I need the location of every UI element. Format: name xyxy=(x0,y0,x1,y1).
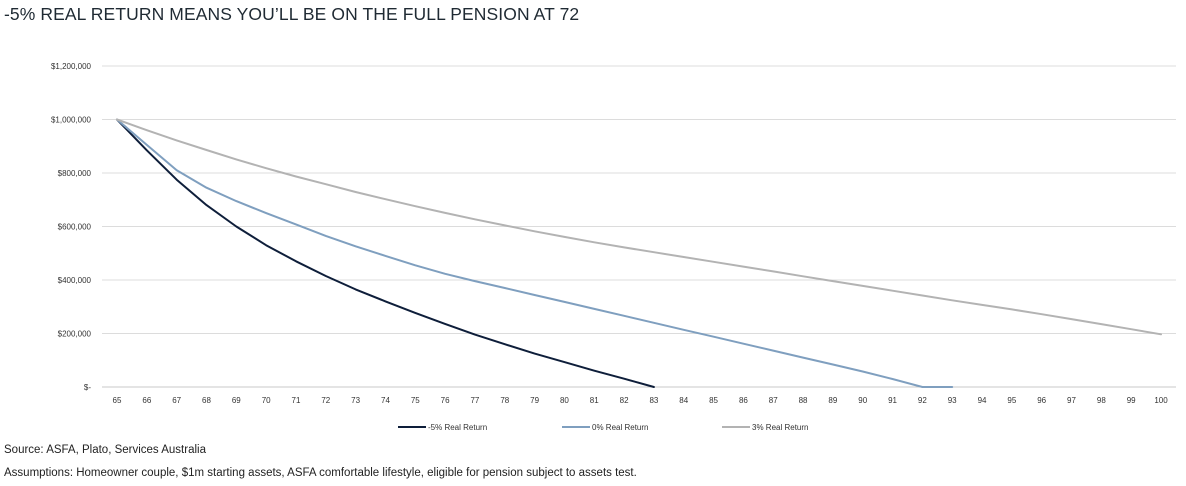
x-tick-label: 89 xyxy=(828,396,837,405)
x-tick-label: 87 xyxy=(769,396,778,405)
x-tick-label: 90 xyxy=(858,396,867,405)
x-tick-label: 72 xyxy=(321,396,330,405)
x-tick-label: 76 xyxy=(441,396,450,405)
x-tick-label: 70 xyxy=(262,396,271,405)
x-tick-label: 67 xyxy=(172,396,181,405)
x-tick-label: 65 xyxy=(113,396,122,405)
x-tick-label: 80 xyxy=(560,396,569,405)
assumptions-note: Assumptions: Homeowner couple, $1m start… xyxy=(4,467,637,479)
y-tick-label: $1,000,000 xyxy=(51,116,92,125)
x-tick-label: 83 xyxy=(649,396,658,405)
x-tick-label: 96 xyxy=(1037,396,1046,405)
y-tick-label: $600,000 xyxy=(58,223,92,232)
x-tick-label: 71 xyxy=(292,396,301,405)
source-note: Source: ASFA, Plato, Services Australia xyxy=(4,444,206,456)
x-tick-label: 100 xyxy=(1154,396,1168,405)
series-line xyxy=(116,118,655,388)
x-tick-label: 69 xyxy=(232,396,241,405)
x-tick-label: 77 xyxy=(470,396,479,405)
x-tick-label: 82 xyxy=(620,396,629,405)
legend-label: -5% Real Return xyxy=(428,423,487,432)
x-tick-label: 84 xyxy=(679,396,688,405)
x-tick-label: 66 xyxy=(142,396,151,405)
y-tick-label: $200,000 xyxy=(58,330,92,339)
x-tick-label: 68 xyxy=(202,396,211,405)
x-tick-label: 95 xyxy=(1007,396,1016,405)
x-tick-label: 74 xyxy=(381,396,390,405)
y-tick-label: $- xyxy=(84,383,91,392)
series-line xyxy=(116,118,954,388)
x-tick-label: 92 xyxy=(918,396,927,405)
legend: -5% Real Return 0% Real Return 3% Real Ret… xyxy=(398,423,808,432)
gridlines xyxy=(102,65,1176,388)
x-tick-label: 98 xyxy=(1097,396,1106,405)
x-tick-label: 91 xyxy=(888,396,897,405)
y-tick-label: $800,000 xyxy=(58,169,92,178)
x-axis-ticks: 65 66 67 68 69 70 71 72 73 74 75 76 77 78 79 80 81 82 83 84… xyxy=(113,396,1169,405)
series-lines xyxy=(116,118,1162,388)
y-axis-ticks: $- $200,000 $400,000 $600,000 $800,000 $1,000… xyxy=(51,62,92,392)
legend-label: 3% Real Return xyxy=(752,423,808,432)
x-tick-label: 79 xyxy=(530,396,539,405)
x-tick-label: 78 xyxy=(500,396,509,405)
x-tick-label: 75 xyxy=(411,396,420,405)
legend-label: 0% Real Return xyxy=(592,423,648,432)
x-tick-label: 81 xyxy=(590,396,599,405)
x-tick-label: 93 xyxy=(948,396,957,405)
x-tick-label: 73 xyxy=(351,396,360,405)
chart-title: -5% REAL RETURN MEANS YOU’LL BE ON THE F… xyxy=(4,4,580,24)
series-line xyxy=(116,118,1162,336)
x-tick-label: 88 xyxy=(799,396,808,405)
y-tick-label: $1,200,000 xyxy=(51,62,92,71)
x-tick-label: 94 xyxy=(978,396,987,405)
x-tick-label: 99 xyxy=(1127,396,1136,405)
x-tick-label: 97 xyxy=(1067,396,1076,405)
x-tick-label: 85 xyxy=(709,396,718,405)
x-tick-label: 86 xyxy=(739,396,748,405)
y-tick-label: $400,000 xyxy=(58,276,92,285)
